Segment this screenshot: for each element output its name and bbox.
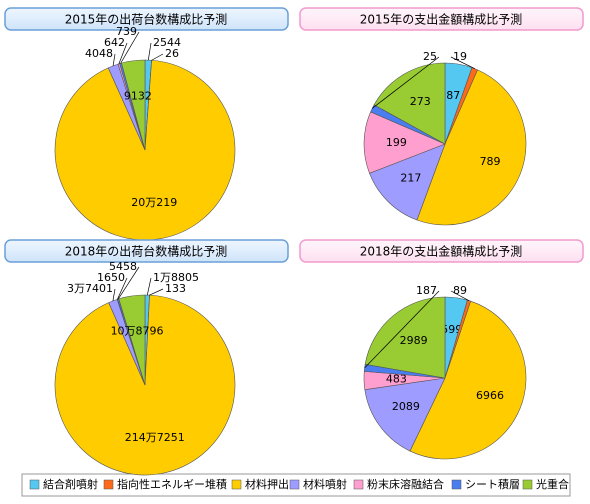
- slice-label: 739: [116, 25, 137, 38]
- pie-slice: [373, 62, 446, 145]
- leader-line: [146, 277, 152, 296]
- slice-label: 25: [423, 50, 437, 63]
- slice-label: 214万7251: [125, 431, 185, 444]
- slice-label: 19: [453, 50, 467, 63]
- legend-label: 結合剤噴射: [43, 477, 98, 491]
- slice-label: 642: [104, 36, 125, 49]
- chart-title: 2018年の出荷台数構成比予測: [65, 244, 228, 259]
- leader-line: [118, 42, 128, 65]
- legend-swatch: [451, 479, 462, 490]
- leader-line: [117, 266, 140, 300]
- slice-label: 1万8805: [153, 271, 199, 284]
- leader-line: [450, 56, 475, 69]
- legend-label: 指向性エネルギー堆積: [117, 477, 227, 491]
- pie-slice: [118, 294, 146, 386]
- slice-label: 599: [441, 323, 462, 336]
- pie-slice: [416, 69, 527, 226]
- slice-label: 2544: [153, 36, 181, 49]
- slice-label: 5458: [109, 260, 137, 273]
- leader-line: [450, 290, 470, 301]
- slice-label: 1650: [97, 271, 125, 284]
- pie-slice: [364, 377, 446, 452]
- legend-label: シート積層: [465, 477, 520, 491]
- leader-line: [151, 53, 164, 61]
- legend-label: 材料押出: [245, 477, 289, 491]
- pie-slice: [364, 296, 446, 379]
- legend-swatch: [103, 479, 114, 490]
- pie-slice: [121, 59, 146, 151]
- slice-label: 4048: [85, 47, 113, 60]
- slice-label: 87: [446, 89, 460, 102]
- legend-label: 粉末床溶融結合: [367, 477, 444, 491]
- legend-swatch: [522, 479, 533, 490]
- pie-slice: [54, 59, 236, 241]
- slice-label: 89: [453, 284, 467, 297]
- chart-title: 2015年の出荷台数構成比予測: [65, 12, 228, 27]
- leader-line: [117, 277, 128, 300]
- chart-title: 2018年の支出金額構成比予測: [360, 244, 523, 259]
- leader-line: [112, 53, 116, 66]
- slice-label: 789: [480, 155, 501, 168]
- slice-label: 2089: [392, 400, 420, 413]
- slice-label: 217: [400, 172, 421, 185]
- title-box: [299, 7, 584, 31]
- title-box: [299, 239, 584, 263]
- legend-label: 材料噴射: [303, 477, 347, 491]
- slice-label: 26: [165, 47, 179, 60]
- pie-slice: [369, 143, 446, 221]
- title-box: [4, 7, 289, 31]
- slice-label: 199: [386, 136, 407, 149]
- leader-line: [112, 288, 116, 301]
- leader-line: [372, 56, 440, 109]
- legend-swatch: [289, 479, 300, 490]
- slice-label: 10万8796: [111, 325, 164, 338]
- title-box: [4, 239, 289, 263]
- slice-label: 6966: [476, 389, 504, 402]
- slice-label: 9132: [124, 89, 152, 102]
- pie-slice: [409, 300, 527, 460]
- leader-line: [147, 42, 152, 61]
- legend-label: 光重合: [536, 477, 569, 491]
- slice-label: 133: [165, 282, 186, 295]
- slice-label: 187: [416, 284, 437, 297]
- legend-swatch: [29, 479, 40, 490]
- pie-slice: [363, 111, 446, 174]
- leader-line: [149, 288, 164, 296]
- slice-label: 273: [410, 95, 431, 108]
- slice-label: 483: [386, 373, 407, 386]
- legend-swatch: [353, 479, 364, 490]
- leader-line: [364, 290, 440, 369]
- legend-swatch: [231, 479, 242, 490]
- slice-label: 20万219: [131, 196, 177, 209]
- leader-line: [120, 31, 140, 64]
- slice-label: 3万7401: [67, 282, 113, 295]
- chart-title: 2015年の支出金額構成比予測: [360, 12, 523, 27]
- slice-label: 2989: [400, 334, 428, 347]
